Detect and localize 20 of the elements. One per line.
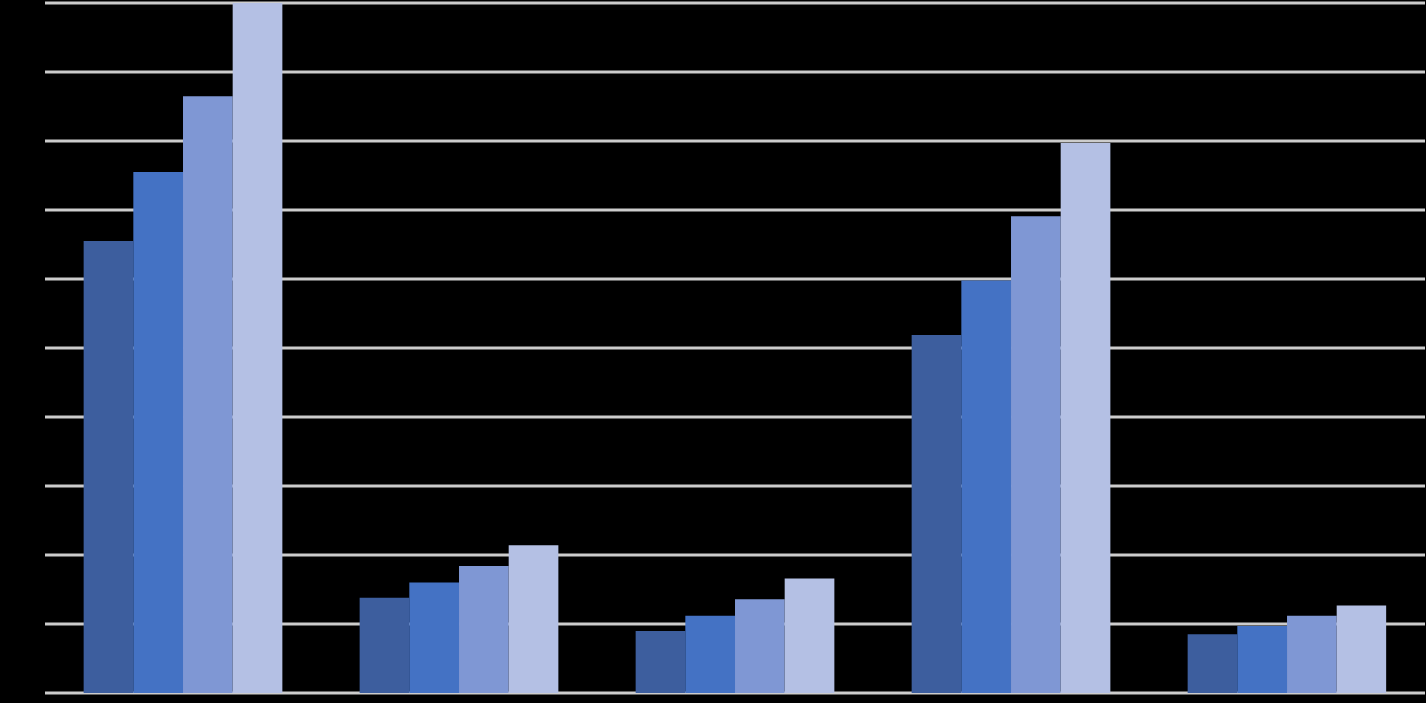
bar bbox=[409, 582, 460, 694]
bar bbox=[83, 241, 134, 694]
bar bbox=[459, 566, 509, 694]
bar bbox=[911, 334, 962, 694]
bar bbox=[232, 3, 283, 694]
bar bbox=[685, 615, 736, 694]
bar bbox=[1011, 216, 1061, 694]
bar bbox=[961, 280, 1012, 694]
bar bbox=[1060, 143, 1111, 694]
bar bbox=[1287, 615, 1337, 694]
bar bbox=[183, 96, 233, 694]
bar bbox=[1336, 605, 1387, 694]
bar bbox=[359, 597, 410, 694]
bar bbox=[635, 630, 686, 694]
bar bbox=[735, 599, 785, 694]
bar bbox=[1237, 626, 1288, 694]
bar bbox=[1187, 634, 1238, 694]
bar bbox=[133, 172, 183, 694]
bar bbox=[508, 545, 559, 694]
bar bbox=[784, 578, 835, 694]
